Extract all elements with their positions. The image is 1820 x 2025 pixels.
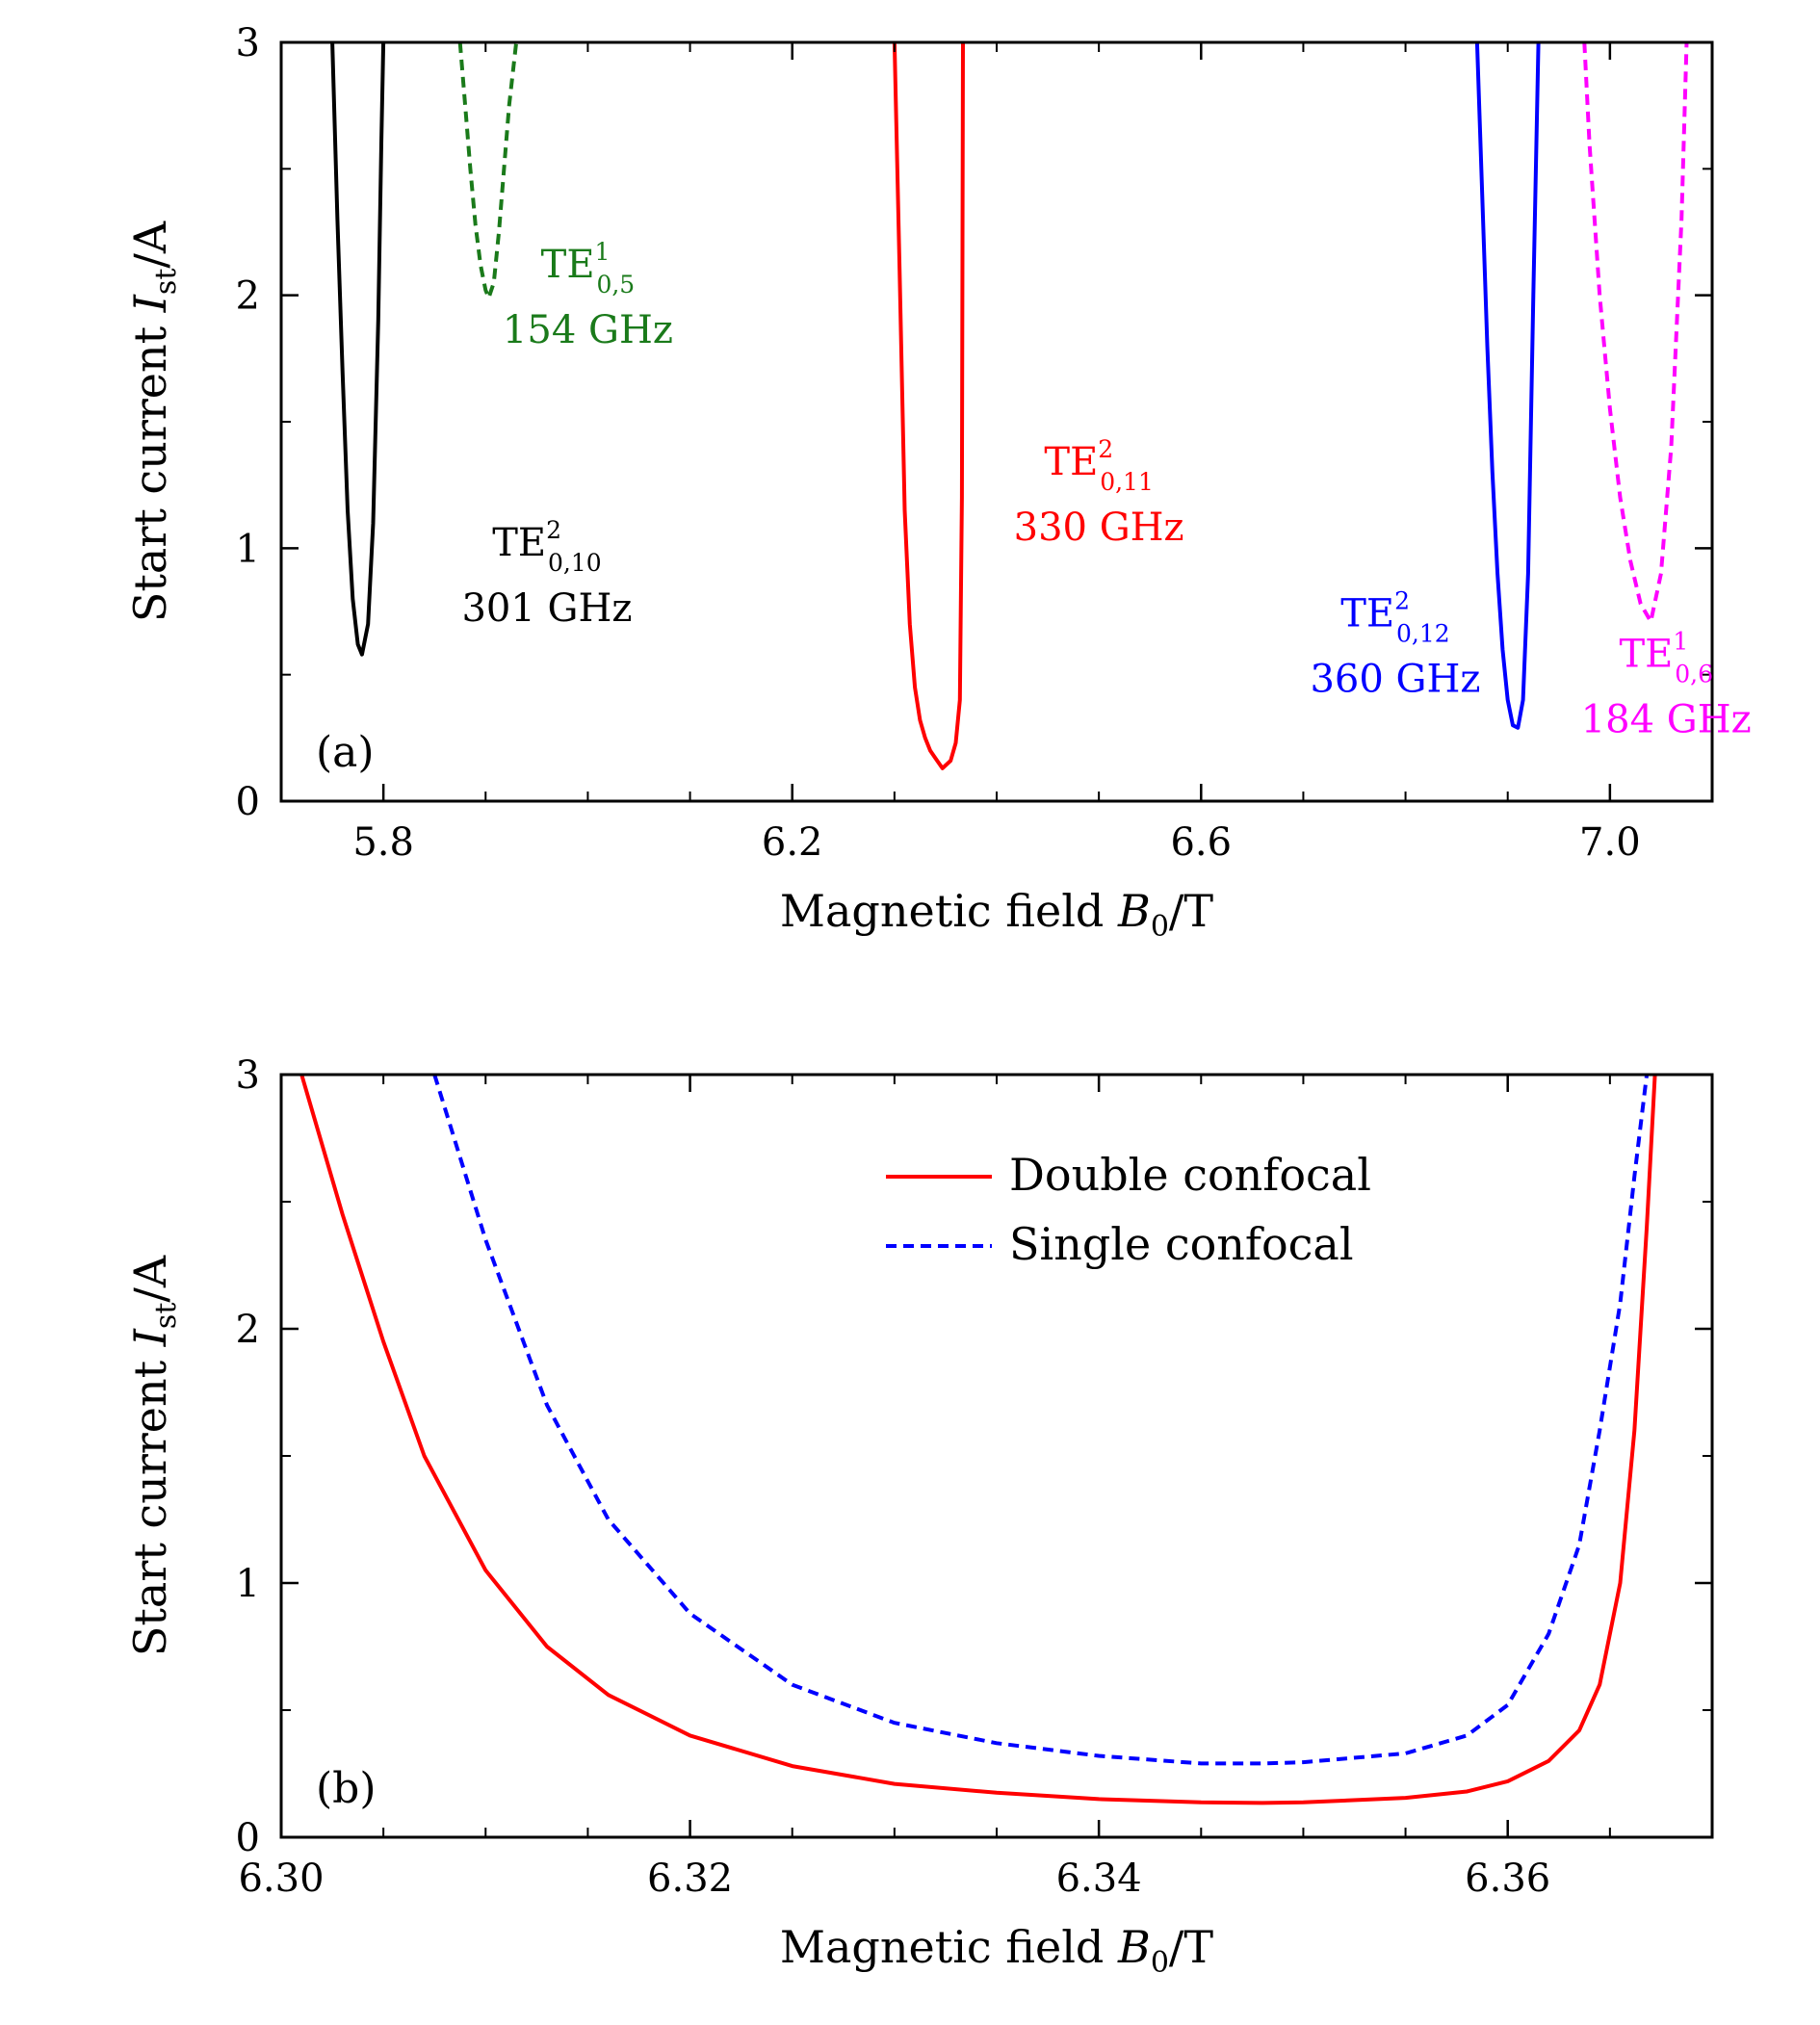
y-axis-label-unit: /A xyxy=(124,1255,176,1302)
x-tick-label: 6.36 xyxy=(1465,1856,1550,1901)
mode-label-superscript: 2 xyxy=(1394,587,1410,615)
legend-label-0: Double confocal xyxy=(1009,1149,1371,1201)
series-line-3 xyxy=(1474,42,1541,730)
y-axis-label-symbol: I xyxy=(124,1328,176,1347)
frequency-label-3: 360 GHz xyxy=(1310,658,1480,702)
mode-label-base: TE xyxy=(1044,440,1098,484)
x-axis-label-subscript: 0 xyxy=(1151,910,1169,944)
mode-label-superscript: 2 xyxy=(546,516,561,544)
y-axis-label-subscript: st xyxy=(149,1303,183,1329)
frequency-label-0: 301 GHz xyxy=(461,586,632,631)
x-tick-label: 5.8 xyxy=(352,820,414,865)
legend-label-1: Single confocal xyxy=(1009,1218,1354,1270)
x-tick-label: 6.30 xyxy=(238,1856,324,1901)
series-line-2 xyxy=(892,42,965,770)
mode-label-3: TE2 0,12 xyxy=(1340,587,1449,648)
x-axis-label-symbol: B xyxy=(1117,885,1151,937)
frequency-label-1: 154 GHz xyxy=(503,308,673,352)
mode-label-subscript: 0,5 xyxy=(596,271,635,299)
series-line-0 xyxy=(330,42,386,657)
series-line-0 xyxy=(299,1075,1657,1805)
y-tick-label: 2 xyxy=(236,274,260,319)
x-axis-label-unit: /T xyxy=(1169,1921,1213,1973)
y-axis-label-unit: /A xyxy=(124,221,176,268)
mode-label-superscript: 2 xyxy=(1098,435,1113,463)
y-tick-label: 3 xyxy=(236,1053,260,1098)
series-line-4 xyxy=(1582,42,1689,624)
frequency-label-2: 330 GHz xyxy=(1014,506,1184,550)
y-axis-label-subscript: st xyxy=(149,269,183,295)
mode-label-base: TE xyxy=(1340,592,1394,636)
x-tick-label: 6.34 xyxy=(1056,1856,1142,1901)
y-tick-label: 1 xyxy=(236,1562,260,1606)
mode-label-subscript: 0,12 xyxy=(1396,620,1450,648)
plot-frame xyxy=(279,40,1714,803)
y-axis-label-text: Start current xyxy=(124,312,176,622)
mode-label-1: TE1 0,5 xyxy=(541,238,636,299)
panel-label: (a) xyxy=(316,728,375,777)
x-axis-label-unit: /T xyxy=(1169,885,1213,937)
mode-label-subscript: 0,10 xyxy=(548,549,602,577)
y-axis-label: Start current Ist/A xyxy=(124,221,183,622)
y-tick-label: 1 xyxy=(236,527,260,571)
frequency-label-4: 184 GHz xyxy=(1581,698,1752,742)
x-axis-label-text: Magnetic field xyxy=(780,885,1118,937)
mode-label-superscript: 1 xyxy=(595,238,611,266)
x-axis-label-subscript: 0 xyxy=(1151,1946,1169,1980)
y-axis-label-symbol: I xyxy=(124,294,176,313)
x-tick-label: 7.0 xyxy=(1579,820,1641,865)
mode-label-base: TE xyxy=(541,243,595,287)
series-line-1 xyxy=(432,1075,1650,1766)
x-axis-label: Magnetic field B0/T xyxy=(780,1921,1213,1980)
x-tick-label: 6.6 xyxy=(1170,820,1232,865)
panel-label: (b) xyxy=(316,1764,377,1813)
x-axis-label-symbol: B xyxy=(1117,1921,1151,1973)
y-axis-label: Start current Ist/A xyxy=(124,1255,183,1656)
y-axis-label-text: Start current xyxy=(124,1346,176,1656)
mode-label-subscript: 0,11 xyxy=(1100,468,1154,496)
y-tick-label: 0 xyxy=(236,1816,260,1860)
mode-label-subscript: 0,6 xyxy=(1675,661,1713,688)
y-tick-label: 2 xyxy=(236,1308,260,1352)
mode-label-0: TE2 0,10 xyxy=(492,516,601,577)
x-tick-label: 6.32 xyxy=(647,1856,733,1901)
mode-label-base: TE xyxy=(492,521,546,565)
x-axis-label-text: Magnetic field xyxy=(780,1921,1118,1973)
mode-label-2: TE2 0,11 xyxy=(1044,435,1153,496)
y-tick-label: 0 xyxy=(236,780,260,824)
mode-label-base: TE xyxy=(1619,633,1673,677)
x-axis-label: Magnetic field B0/T xyxy=(780,885,1213,944)
series-line-1 xyxy=(457,42,519,300)
plot-frame xyxy=(279,1073,1714,1839)
y-tick-label: 3 xyxy=(236,21,260,65)
mode-label-superscript: 1 xyxy=(1673,628,1688,656)
x-tick-label: 6.2 xyxy=(762,820,823,865)
mode-label-4: TE1 0,6 xyxy=(1619,628,1713,688)
